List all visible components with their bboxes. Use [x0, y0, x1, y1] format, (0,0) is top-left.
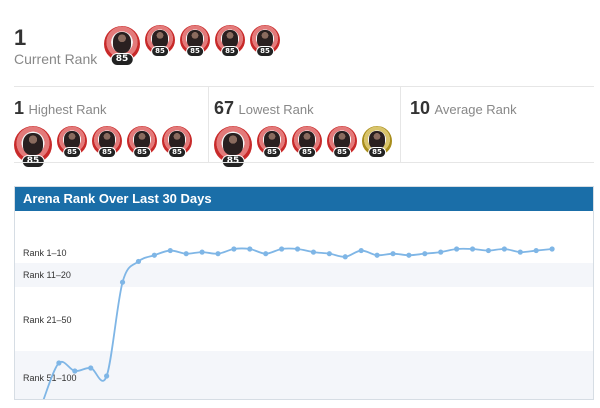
rank-point — [358, 247, 364, 254]
level-badge: 85 — [186, 46, 204, 57]
average-rank-label: Average Rank — [434, 102, 517, 117]
chart-title: Arena Rank Over Last 30 Days — [15, 187, 593, 211]
rank-point — [422, 251, 428, 257]
rank-point — [231, 246, 237, 252]
level-badge: 85 — [298, 147, 316, 158]
divider — [14, 162, 594, 163]
rank-point — [167, 247, 173, 254]
divider — [14, 86, 594, 87]
level-badge: 85 — [221, 46, 239, 57]
rank-point — [501, 246, 507, 252]
rank-point — [247, 246, 253, 252]
rank-point — [72, 368, 78, 374]
lowest-rank-label: Lowest Rank — [238, 102, 314, 117]
band-label: Rank 1–10 — [23, 248, 67, 258]
highest-rank-value: 1 — [14, 98, 25, 118]
level-badge: 85 — [221, 155, 245, 168]
rank-point — [438, 249, 444, 255]
level-badge: 85 — [110, 53, 134, 66]
rank-point — [104, 373, 110, 379]
rank-point — [390, 251, 396, 257]
highest-rank-section: 1 Highest Rank — [14, 98, 107, 162]
level-badge: 85 — [168, 147, 186, 158]
rank-point — [215, 251, 221, 257]
arena-rank-chart: Arena Rank Over Last 30 Days Rank 1–10 Ra… — [14, 186, 594, 406]
rank-point — [310, 249, 317, 255]
rank-point — [279, 246, 285, 252]
first-order-tie-pilot-avatar[interactable]: 85 — [327, 126, 357, 158]
lowest-rank-value: 67 — [214, 98, 235, 118]
rank-point — [517, 249, 523, 255]
rank-band — [15, 287, 593, 351]
first-order-officer-avatar[interactable]: 85 — [92, 126, 122, 158]
kylo-ren-avatar[interactable]: 85 — [14, 126, 52, 168]
average-rank-section: 10 Average Rank — [410, 98, 517, 162]
kylo-ren-avatar[interactable]: 85 — [214, 126, 252, 168]
rank-point — [533, 247, 539, 254]
level-badge: 85 — [263, 147, 281, 158]
band-label: Rank 51–100 — [23, 373, 77, 383]
rank-point — [135, 258, 142, 265]
rank-point — [56, 360, 62, 366]
band-label: Rank 21–50 — [23, 315, 72, 325]
lowest-rank-section: 67 Lowest Rank — [214, 98, 314, 162]
level-badge: 85 — [256, 46, 274, 57]
current-rank-label: Current Rank — [14, 51, 98, 67]
rank-point — [326, 251, 332, 257]
current-rank-section: 1 Current Rank — [14, 26, 314, 86]
chart-plot: Rank 1–10 Rank 11–20 Rank 21–50 Rank 51–100… — [15, 217, 593, 406]
first-order-officer-avatar[interactable]: 85 — [292, 126, 322, 158]
average-rank-value: 10 — [410, 98, 431, 118]
first-order-stormtrooper-avatar[interactable]: 85 — [145, 25, 175, 57]
rank-point — [374, 252, 380, 258]
rank-point — [183, 251, 189, 257]
divider — [208, 86, 209, 162]
rank-point — [294, 246, 301, 252]
rank-point — [485, 247, 492, 254]
kylo-ren-avatar[interactable]: 85 — [104, 26, 140, 66]
level-badge: 85 — [333, 147, 351, 158]
rank-point — [549, 246, 555, 252]
first-order-stormtrooper-avatar[interactable]: 85 — [257, 126, 287, 158]
first-order-stormtrooper-avatar[interactable]: 85 — [57, 126, 87, 158]
rank-point — [199, 249, 205, 255]
divider — [400, 86, 401, 162]
band-label: Rank 11–20 — [23, 270, 71, 280]
rank-band — [15, 263, 593, 287]
rank-point — [406, 252, 412, 258]
first-order-officer-avatar[interactable]: 85 — [180, 25, 210, 57]
rank-point — [469, 246, 476, 252]
first-order-tie-pilot-avatar[interactable]: 85 — [127, 126, 157, 158]
rank-point — [263, 251, 269, 257]
rank-point — [454, 246, 460, 252]
gold-character-avatar[interactable]: 85 — [362, 126, 392, 158]
highest-rank-label: Highest Rank — [28, 102, 107, 117]
level-badge: 85 — [21, 155, 45, 168]
level-badge: 85 — [63, 147, 81, 158]
first-order-executioner-avatar[interactable]: 85 — [162, 126, 192, 158]
first-order-tie-pilot-avatar[interactable]: 85 — [215, 25, 245, 57]
level-badge: 85 — [98, 147, 116, 158]
rank-point — [88, 365, 94, 371]
rank-band — [15, 217, 593, 263]
level-badge: 85 — [368, 147, 386, 158]
rank-point — [342, 254, 348, 260]
first-order-executioner-avatar[interactable]: 85 — [250, 25, 280, 57]
rank-band — [15, 351, 593, 399]
rank-point — [119, 279, 126, 285]
rank-point — [151, 252, 157, 258]
level-badge: 85 — [133, 147, 151, 158]
current-rank-value: 1 — [14, 25, 27, 50]
level-badge: 85 — [151, 46, 169, 57]
